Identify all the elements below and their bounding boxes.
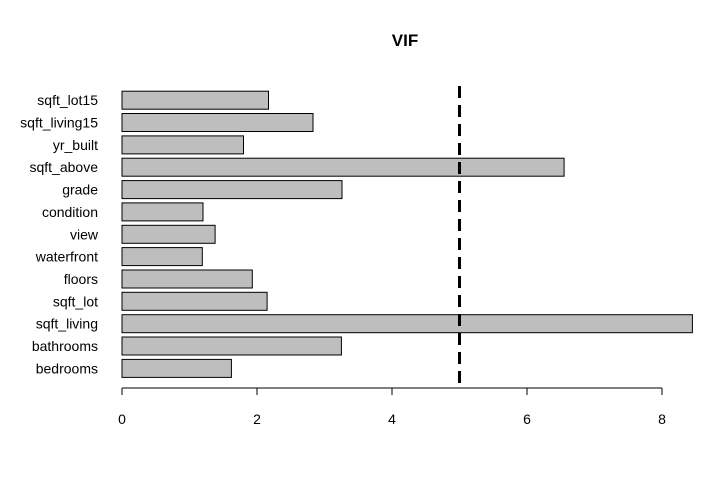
chart-title: VIF: [392, 31, 418, 50]
x-tick-label-4: 4: [388, 411, 396, 427]
category-label-condition: condition: [42, 204, 98, 220]
bar-view: [121, 224, 216, 244]
bar-sqft_above: [121, 157, 565, 177]
category-label-waterfront: waterfront: [35, 249, 98, 265]
category-label-sqft_above: sqft_above: [30, 159, 99, 175]
category-label-sqft_lot: sqft_lot: [53, 293, 98, 309]
x-tick-label-2: 2: [253, 411, 261, 427]
bar-floors: [121, 269, 253, 289]
category-label-floors: floors: [64, 271, 98, 287]
bar-yr_built: [121, 135, 244, 155]
category-label-bathrooms: bathrooms: [32, 338, 98, 354]
category-label-grade: grade: [62, 182, 98, 198]
bar-condition: [121, 202, 204, 222]
bar-waterfront: [121, 247, 203, 267]
category-label-view: view: [70, 226, 99, 242]
bar-grade: [121, 180, 343, 200]
x-tick-label-0: 0: [118, 411, 126, 427]
category-label-sqft_living15: sqft_living15: [20, 115, 98, 131]
category-label-bedrooms: bedrooms: [36, 360, 98, 376]
x-tick-label-8: 8: [658, 411, 666, 427]
category-labels: bedrooms bathrooms sqft_living sqft_lot floo…: [20, 92, 99, 376]
category-label-sqft_lot15: sqft_lot15: [37, 92, 98, 108]
bar-bathrooms: [121, 336, 342, 356]
bar-sqft_living15: [121, 113, 314, 132]
x-axis: 0 2 4 6 8: [118, 387, 666, 427]
bar-group: [121, 90, 693, 378]
bar-bedrooms: [121, 358, 232, 378]
category-label-yr_built: yr_built: [53, 137, 98, 153]
bar-sqft_lot: [121, 291, 268, 311]
bar-sqft_lot15: [121, 90, 269, 110]
category-label-sqft_living: sqft_living: [36, 316, 98, 332]
x-tick-label-6: 6: [523, 411, 531, 427]
bar-sqft_living: [121, 314, 693, 334]
